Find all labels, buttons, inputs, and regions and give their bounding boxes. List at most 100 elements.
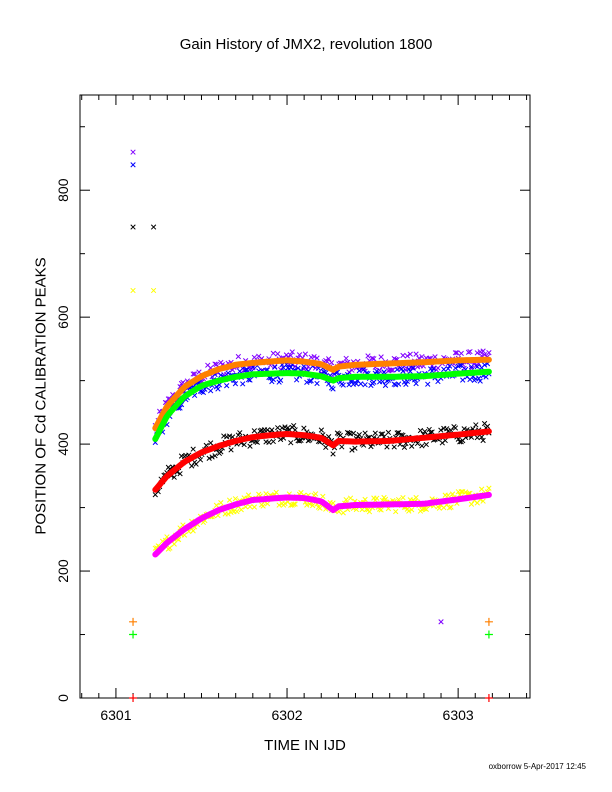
data-point [292,427,298,433]
fit-marker [484,694,493,702]
fit-curve [152,368,492,442]
data-point [328,360,335,366]
data-point [403,367,409,373]
data-point [343,497,349,503]
data-point [484,423,491,429]
data-point [312,491,319,497]
chart-title: Gain History of JMX2, revolution 1800 [179,36,433,53]
data-point [366,509,373,515]
data-point [191,371,198,377]
data-point [247,377,253,383]
data-point [391,381,397,387]
data-point [171,541,177,547]
data-point [212,361,218,367]
x-tick-label: 6302 [271,707,302,723]
outlier-point [150,287,157,294]
data-point [413,380,419,387]
data-point [304,502,310,508]
data-point [277,377,284,383]
data-point [409,443,415,449]
data-point [413,351,419,357]
data-point [289,349,295,355]
data-point [476,375,482,381]
data-point [407,351,413,357]
data-point [388,367,394,373]
data-point [359,506,365,513]
data-point [393,508,399,515]
data-point [245,492,252,498]
data-point [235,432,241,438]
data-point [206,455,212,461]
data-point [432,354,438,360]
data-point [314,355,320,361]
data-point [212,453,218,459]
data-point [238,507,244,513]
data-point [358,381,364,387]
data-point [458,489,464,495]
data-point [478,434,485,440]
data-point [468,501,475,507]
data-point [457,362,463,368]
data-point [406,366,412,372]
data-point [379,431,386,437]
data-point [330,451,336,457]
data-point [253,438,259,445]
data-point [177,471,183,477]
fit-curve [152,428,492,493]
data-point [189,463,195,469]
data-point [350,430,357,436]
data-point [452,365,459,371]
y-tick-label: 600 [55,305,71,329]
fit-marker [129,617,138,626]
data-point [385,429,392,436]
data-point [409,364,415,371]
data-point [215,386,221,392]
data-point [419,443,425,449]
data-point [292,363,298,370]
data-point [171,474,177,480]
data-point [251,504,258,510]
data-point [467,348,473,355]
data-point [240,381,246,387]
data-point [302,351,309,357]
data-point [395,381,402,387]
data-point [317,505,323,511]
data-point [362,382,368,388]
data-point [477,378,483,384]
fit-marker [129,630,138,639]
outlier-point [130,149,136,155]
data-point [340,382,346,388]
data-point [340,510,346,516]
data-point [448,427,454,434]
data-point [254,439,260,445]
data-point [190,371,196,377]
data-point [207,388,214,394]
data-point [390,367,396,373]
data-point [413,494,419,501]
data-point [193,461,199,467]
data-point [244,367,250,373]
data-point [423,441,429,448]
data-point [458,350,464,357]
data-point [480,498,486,504]
data-point [314,380,320,387]
fit-curve [152,491,492,558]
data-point [474,363,480,370]
data-point [374,368,380,374]
data-point [311,353,317,360]
data-point [260,503,266,509]
data-point [474,434,480,441]
data-point [292,501,298,507]
data-point [237,368,243,374]
data-point [401,444,408,450]
data-point [209,454,215,460]
data-point [197,457,204,463]
data-point [282,500,288,507]
data-point [379,378,386,385]
data-point [486,350,492,356]
data-point [224,383,230,389]
data-point [449,491,456,497]
data-point [435,365,441,371]
data-point [251,428,258,434]
